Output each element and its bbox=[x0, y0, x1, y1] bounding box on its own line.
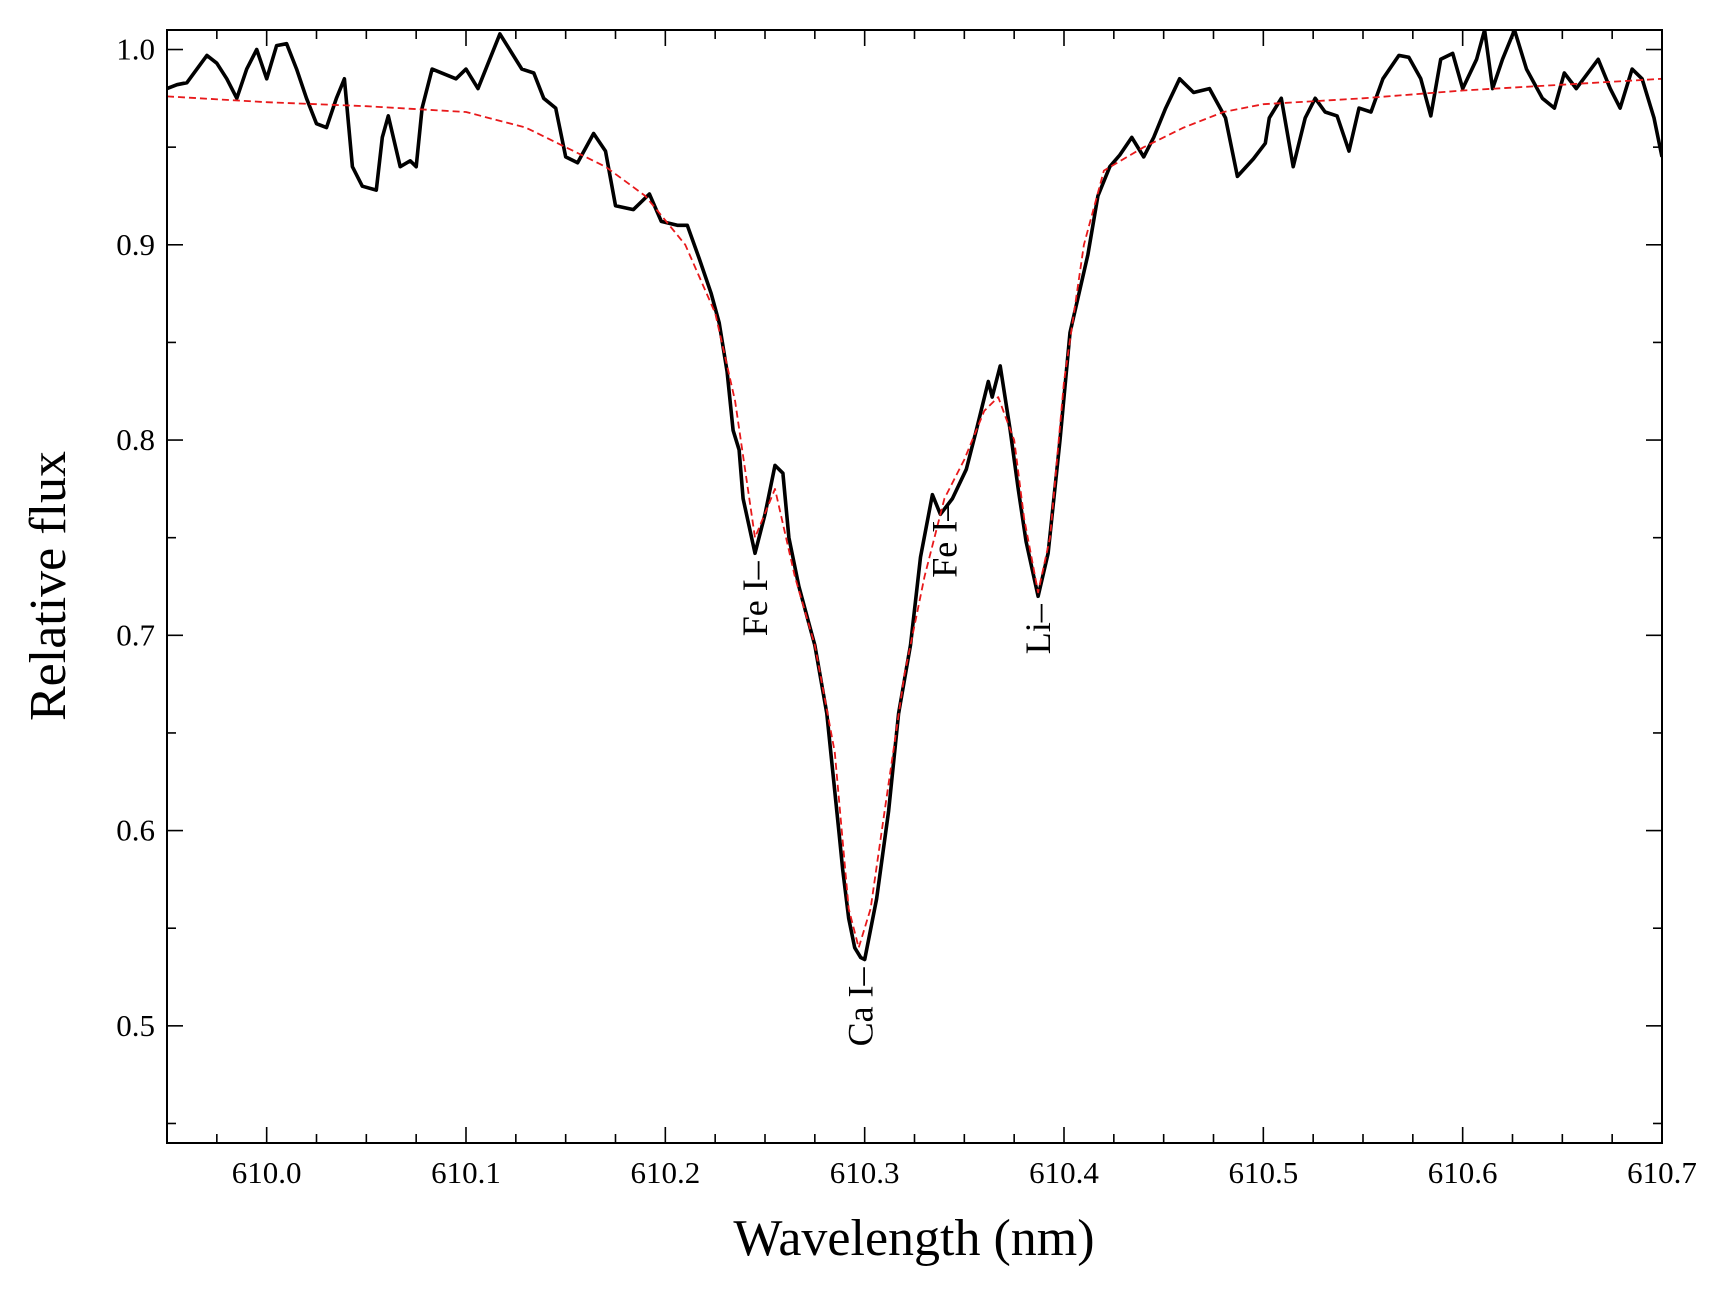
y-tick-label: 0.7 bbox=[116, 617, 155, 652]
x-axis-label: Wavelength (nm) bbox=[733, 1210, 1094, 1267]
x-tick-label: 610.2 bbox=[630, 1155, 700, 1190]
x-tick-label: 610.3 bbox=[830, 1155, 900, 1190]
y-tick-label: 0.6 bbox=[116, 813, 155, 848]
x-tick-label: 610.0 bbox=[232, 1155, 302, 1190]
x-tick-label: 610.5 bbox=[1228, 1155, 1298, 1190]
annotation: Fe I– bbox=[735, 560, 775, 636]
x-tick-label: 610.6 bbox=[1428, 1155, 1498, 1190]
y-tick-label: 0.9 bbox=[116, 227, 155, 262]
x-tick-label: 610.4 bbox=[1029, 1155, 1099, 1190]
y-tick-label: 0.8 bbox=[116, 422, 155, 457]
annotation: Fe I– bbox=[924, 502, 964, 578]
y-tick-label: 0.5 bbox=[116, 1008, 155, 1043]
y-tick-label: 1.0 bbox=[116, 32, 155, 67]
fit-line bbox=[167, 77, 1662, 949]
spectrum-line bbox=[167, 30, 1662, 962]
plot-frame bbox=[166, 29, 1663, 1144]
annotation: Ca I– bbox=[841, 966, 881, 1046]
x-tick-label: 610.7 bbox=[1627, 1155, 1697, 1190]
annotation: Li– bbox=[1018, 603, 1058, 654]
x-tick-label: 610.1 bbox=[431, 1155, 501, 1190]
y-axis-label: Relative flux bbox=[20, 451, 77, 721]
